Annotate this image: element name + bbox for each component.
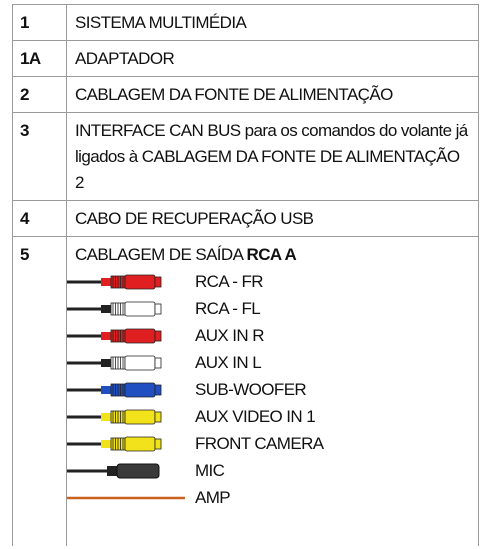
cable-label: FRONT CAMERA — [195, 433, 324, 453]
cable-item: MIC — [67, 457, 470, 484]
cable-item: AMP — [67, 484, 470, 511]
cable-item: RCA - FR — [67, 268, 470, 295]
row-number: 1A — [12, 40, 67, 77]
cable-icon — [67, 382, 162, 397]
cable-part — [101, 385, 111, 394]
cable-part — [101, 439, 111, 448]
row-text: INTERFACE CAN BUS para os comandos do vo… — [66, 112, 479, 201]
row-label: SISTEMA MULTIMÉDIA — [75, 13, 247, 32]
cable-part — [124, 274, 156, 289]
row-text: SISTEMA MULTIMÉDIA — [66, 4, 479, 41]
cable-part — [101, 412, 111, 421]
table-row: 2 CABLAGEM DA FONTE DE ALIMENTAÇÃO — [12, 76, 479, 113]
cable-part — [116, 463, 160, 478]
row-label: ADAPTADOR — [75, 49, 175, 68]
cable-label: MIC — [195, 460, 225, 480]
cable-item: AUX IN R — [67, 322, 470, 349]
cable-icon — [67, 328, 162, 343]
table-row: 1A ADAPTADOR — [12, 40, 479, 77]
row-number: 4 — [12, 200, 67, 237]
cable-part — [154, 276, 162, 287]
row-label: CABLAGEM DA FONTE DE ALIMENTAÇÃO — [75, 85, 393, 104]
cable-part — [124, 436, 156, 451]
cable-item: AUX IN L — [67, 349, 470, 376]
parts-table: 1 SISTEMA MULTIMÉDIA 1A ADAPTADOR 2 CABLAGEM … — [12, 4, 479, 546]
cable-icon — [67, 301, 162, 316]
cable-label: AUX VIDEO IN 1 — [195, 406, 316, 426]
row-label-bold: RCA A — [246, 245, 297, 264]
cable-part — [124, 301, 156, 316]
cable-part — [107, 465, 117, 476]
row-text: ADAPTADOR — [66, 40, 479, 77]
cable-label: RCA - FR — [195, 271, 264, 291]
cable-item: SUB-WOOFER — [67, 376, 470, 403]
cable-part — [154, 411, 162, 422]
cable-part — [154, 303, 162, 314]
row-label: CABLAGEM DE SAÍDA — [75, 245, 243, 264]
cable-part — [154, 357, 162, 368]
cable-part — [101, 304, 111, 313]
table-row: 3 INTERFACE CAN BUS para os comandos do v… — [12, 112, 479, 201]
cable-icon — [67, 436, 162, 451]
cable-part — [101, 358, 111, 367]
cable-icon — [67, 463, 160, 478]
cable-icon — [67, 496, 185, 499]
row-number: 3 — [12, 112, 67, 201]
cable-part — [124, 328, 156, 343]
row-number: 5 — [12, 236, 67, 546]
row-label: CABO DE RECUPERAÇÃO USB — [75, 209, 314, 228]
cable-label: RCA - FL — [195, 298, 261, 318]
cable-part — [124, 355, 156, 370]
cable-item: AUX VIDEO IN 1 — [67, 403, 470, 430]
table-row: 5 CABLAGEM DE SAÍDA RCA A RCA - FR RCA - FL… — [12, 236, 479, 546]
cable-label: AMP — [195, 487, 231, 507]
cable-label: AUX IN L — [195, 352, 262, 372]
cable-label: AUX IN R — [195, 325, 264, 345]
row-number: 2 — [12, 76, 67, 113]
row-text: CABO DE RECUPERAÇÃO USB — [66, 200, 479, 237]
cable-icon — [67, 409, 162, 424]
row-number: 1 — [12, 4, 67, 41]
table-row: 4 CABO DE RECUPERAÇÃO USB — [12, 200, 479, 237]
cable-item: FRONT CAMERA — [67, 430, 470, 457]
cable-part — [101, 277, 111, 286]
cable-part — [101, 331, 111, 340]
cable-item: RCA - FL — [67, 295, 470, 322]
row-text: CABLAGEM DE SAÍDA RCA A RCA - FR RCA - FL A… — [66, 236, 479, 546]
row-label: INTERFACE CAN BUS para os comandos do vo… — [75, 121, 468, 192]
table-row: 1 SISTEMA MULTIMÉDIA — [12, 4, 479, 41]
cable-part — [124, 409, 156, 424]
row-text: CABLAGEM DA FONTE DE ALIMENTAÇÃO — [66, 76, 479, 113]
cable-part — [154, 330, 162, 341]
cable-part — [154, 438, 162, 449]
cable-label: SUB-WOOFER — [195, 379, 307, 399]
cable-icon — [67, 355, 162, 370]
cable-part — [154, 384, 162, 395]
cable-icon — [67, 274, 162, 289]
cable-part — [124, 382, 156, 397]
